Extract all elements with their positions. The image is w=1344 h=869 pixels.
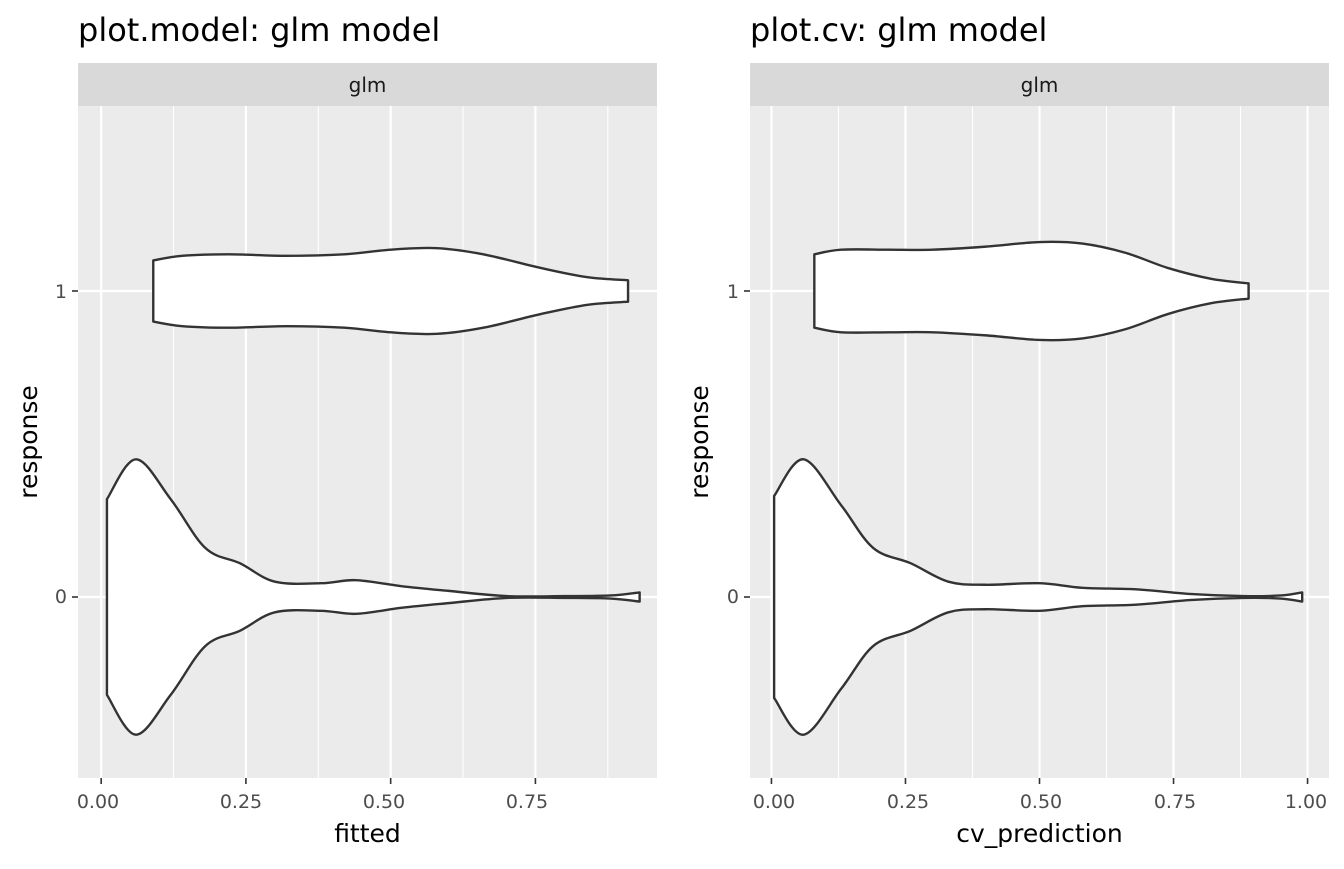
violins [105,246,641,736]
y-tick-label-1: 1 [727,281,739,303]
y-axis-label: response [14,385,43,499]
facet-strip [750,63,1329,106]
axis-ticks [744,290,1309,784]
x-tick-label-3: 0.75 [1154,791,1196,813]
facet-strip-label: glm [1021,73,1059,97]
violins [772,240,1304,736]
x-tick-label-2: 0.50 [1020,791,1062,813]
x-axis-label: fitted [334,819,401,848]
violin-response-1 [152,246,630,336]
y-axis-label: response [685,385,714,499]
violin-response-0 [105,458,641,736]
x-tick-label-1: 0.25 [220,791,262,813]
facet-strip-label: glm [349,73,387,97]
panel-title: plot.model: glm model [78,11,440,49]
axis-ticks [72,290,537,784]
x-tick-label-2: 0.50 [363,791,405,813]
x-tick-label-3: 0.75 [506,791,548,813]
y-tick-label-0: 0 [727,586,739,608]
facet-strip [78,63,657,106]
x-axis-label: cv_prediction [956,819,1122,848]
y-tick-label-0: 0 [55,586,67,608]
x-tick-label-0: 0.00 [753,791,795,813]
violin-response-0 [772,458,1304,736]
violin-response-1 [813,240,1250,342]
y-tick-label-1: 1 [55,281,67,303]
panel-title: plot.cv: glm model [750,11,1047,49]
x-tick-label-0: 0.00 [77,791,119,813]
x-tick-label-4: 1.00 [1285,791,1327,813]
x-tick-label-1: 0.25 [887,791,929,813]
panel-fitted: plot.model: glm model glm 0 1 0.00 0.25 … [14,11,657,848]
panel-cv-prediction: plot.cv: glm model glm 0 1 0.00 0.25 0.5… [685,11,1329,848]
